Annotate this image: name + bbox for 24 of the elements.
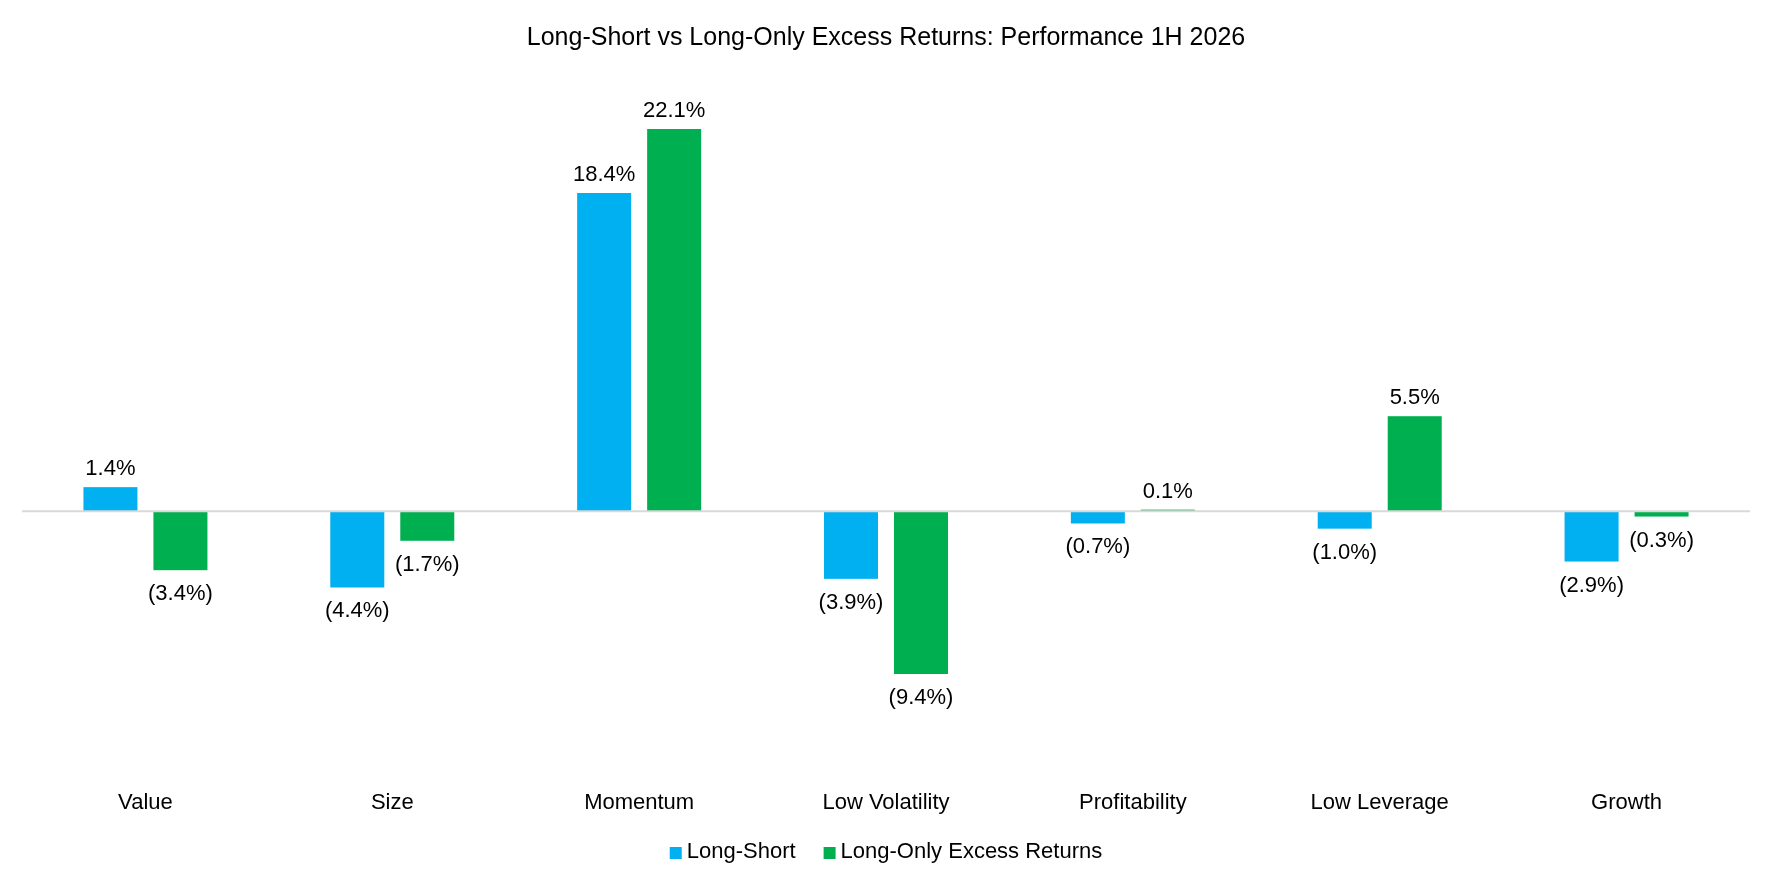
legend-label: Long-Short bbox=[686, 838, 796, 863]
x-tick-label: Profitability bbox=[1079, 788, 1187, 814]
x-tick-label: Low Leverage bbox=[1310, 788, 1449, 814]
x-tick-label: Value bbox=[118, 788, 173, 814]
data-label: (0.7%) bbox=[1065, 533, 1131, 559]
data-label: (0.3%) bbox=[1629, 526, 1694, 552]
data-label: 1.4% bbox=[85, 455, 136, 481]
data-label: (3.4%) bbox=[148, 580, 213, 606]
x-tick-label: Size bbox=[370, 788, 414, 814]
legend-label: Long-Only Excess Returns bbox=[840, 838, 1103, 863]
x-tick-label: Growth bbox=[1591, 788, 1663, 814]
data-label: 0.1% bbox=[1142, 477, 1193, 503]
x-tick-label: Momentum bbox=[584, 788, 695, 814]
data-label: (9.4%) bbox=[888, 684, 954, 709]
data-label: 5.5% bbox=[1389, 384, 1440, 410]
data-label: (3.9%) bbox=[818, 588, 884, 614]
data-label: 22.1% bbox=[642, 97, 706, 122]
data-label: (1.7%) bbox=[394, 550, 460, 576]
chart-title: Long-Short vs Long-Only Excess Returns: Performance 1H 2026 bbox=[526, 22, 1246, 50]
data-label: (1.0%) bbox=[1312, 538, 1378, 564]
data-label: (2.9%) bbox=[1559, 571, 1624, 597]
data-label: 18.4% bbox=[572, 161, 636, 187]
data-label: (4.4%) bbox=[324, 597, 390, 623]
x-tick-label: Low Volatility bbox=[822, 788, 950, 814]
